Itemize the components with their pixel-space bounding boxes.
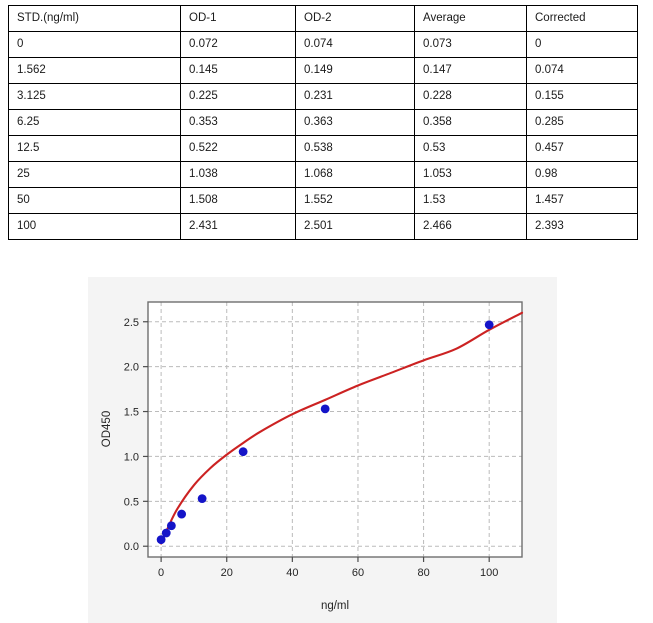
table-row: 25 1.038 1.068 1.053 0.98 [8, 161, 638, 188]
cell-od1: 0.145 [180, 57, 296, 84]
cell-od2: 0.538 [295, 135, 415, 162]
cell-std: 3.125 [8, 83, 181, 110]
x-tick-label: 20 [221, 567, 233, 579]
data-point-marker [484, 320, 494, 330]
cell-od1: 0.522 [180, 135, 296, 162]
table-row: 1.562 0.145 0.149 0.147 0.074 [8, 57, 638, 84]
x-tick-label: 0 [158, 567, 164, 579]
cell-average: 0.358 [414, 109, 527, 136]
data-point-marker [177, 509, 187, 519]
column-header-corrected: Corrected [526, 5, 638, 32]
chart-svg: 0.0 0.5 1.0 1.5 2.0 2.5 0 20 40 60 80 100 ng/ml OD… [88, 277, 557, 623]
cell-corrected: 0.285 [526, 109, 638, 136]
y-axis-title: OD450 [101, 411, 113, 447]
chart-gridlines [148, 302, 522, 557]
y-tick-label: 1.0 [124, 451, 139, 463]
cell-average: 0.53 [414, 135, 527, 162]
plot-frame [147, 301, 523, 558]
cell-average: 0.147 [414, 57, 527, 84]
cell-average: 1.53 [414, 187, 527, 214]
standard-curve-chart: 0.0 0.5 1.0 1.5 2.0 2.5 0 20 40 60 80 100 ng/ml OD… [88, 277, 557, 623]
data-point-marker [320, 404, 330, 414]
cell-corrected: 0 [526, 31, 638, 58]
x-tick-label: 100 [480, 567, 498, 579]
cell-od1: 1.038 [180, 161, 296, 188]
x-axis-title: ng/ml [321, 600, 349, 612]
cell-corrected: 0.98 [526, 161, 638, 188]
cell-od1: 0.353 [180, 109, 296, 136]
plot-area-background [148, 302, 522, 557]
y-tick-label: 2.5 [124, 317, 139, 329]
cell-average: 0.228 [414, 83, 527, 110]
cell-corrected: 2.393 [526, 213, 638, 240]
cell-std: 6.25 [8, 109, 181, 136]
cell-od2: 2.501 [295, 213, 415, 240]
cell-std: 1.562 [8, 57, 181, 84]
cell-od1: 0.225 [180, 83, 296, 110]
cell-od1: 2.431 [180, 213, 296, 240]
y-axis-ticks: 0.0 0.5 1.0 1.5 2.0 2.5 [124, 317, 148, 553]
cell-od2: 0.363 [295, 109, 415, 136]
cell-od2: 0.074 [295, 31, 415, 58]
std-table: STD.(ng/ml) OD-1 OD-2 Average Corrected … [8, 5, 638, 240]
y-tick-label: 0.0 [124, 541, 139, 553]
cell-std: 25 [8, 161, 181, 188]
table-row: 12.5 0.522 0.538 0.53 0.457 [8, 135, 638, 162]
data-point-marker [161, 528, 171, 538]
x-tick-label: 80 [417, 567, 429, 579]
table-row: 50 1.508 1.552 1.53 1.457 [8, 187, 638, 214]
cell-std: 0 [8, 31, 181, 58]
column-header-std: STD.(ng/ml) [8, 5, 181, 32]
table-row: 3.125 0.225 0.231 0.228 0.155 [8, 83, 638, 110]
cell-od2: 1.552 [295, 187, 415, 214]
table-header-row: STD.(ng/ml) OD-1 OD-2 Average Corrected [8, 5, 638, 32]
cell-average: 1.053 [414, 161, 527, 188]
table-row: 6.25 0.353 0.363 0.358 0.285 [8, 109, 638, 136]
table-row: 100 2.431 2.501 2.466 2.393 [8, 213, 638, 240]
data-point-marker [197, 494, 207, 504]
y-tick-label: 2.0 [124, 362, 139, 374]
cell-od1: 1.508 [180, 187, 296, 214]
data-point-marker [156, 535, 166, 545]
data-point-marker [166, 521, 176, 531]
cell-od2: 0.149 [295, 57, 415, 84]
x-axis-ticks: 0 20 40 60 80 100 [158, 557, 498, 579]
cell-od2: 0.231 [295, 83, 415, 110]
cell-std: 12.5 [8, 135, 181, 162]
data-point-marker [238, 447, 248, 457]
x-tick-label: 40 [286, 567, 298, 579]
column-header-od2: OD-2 [295, 5, 415, 32]
cell-corrected: 1.457 [526, 187, 638, 214]
cell-corrected: 0.155 [526, 83, 638, 110]
cell-corrected: 0.074 [526, 57, 638, 84]
column-header-average: Average [414, 5, 527, 32]
fitted-curve [160, 311, 524, 545]
column-header-od1: OD-1 [180, 5, 296, 32]
cell-od1: 0.072 [180, 31, 296, 58]
standard-curve-data-table: STD.(ng/ml) OD-1 OD-2 Average Corrected … [8, 5, 638, 240]
data-point-markers [156, 320, 494, 545]
cell-average: 2.466 [414, 213, 527, 240]
cell-corrected: 0.457 [526, 135, 638, 162]
cell-od2: 1.068 [295, 161, 415, 188]
y-tick-label: 0.5 [124, 496, 139, 508]
y-tick-label: 1.5 [124, 407, 139, 419]
cell-std: 50 [8, 187, 181, 214]
cell-average: 0.073 [414, 31, 527, 58]
cell-std: 100 [8, 213, 181, 240]
x-tick-label: 60 [352, 567, 364, 579]
table-row: 0 0.072 0.074 0.073 0 [8, 31, 638, 58]
